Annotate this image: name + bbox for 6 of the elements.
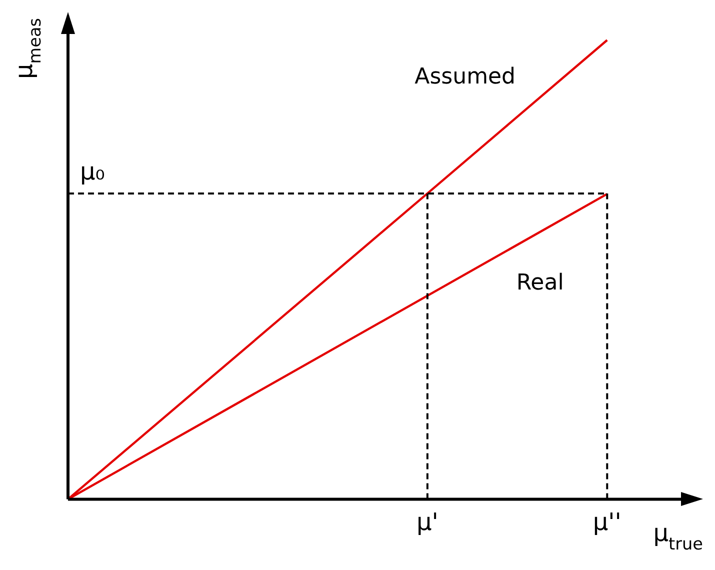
ref-line-label: μ₀ <box>80 157 105 186</box>
x-tick-label: μ' <box>416 508 438 536</box>
y-axis-title: μmeas <box>10 18 44 79</box>
x-tick-label: μ'' <box>592 508 622 536</box>
series-label: Assumed <box>414 64 516 90</box>
series-label: Real <box>516 270 564 296</box>
